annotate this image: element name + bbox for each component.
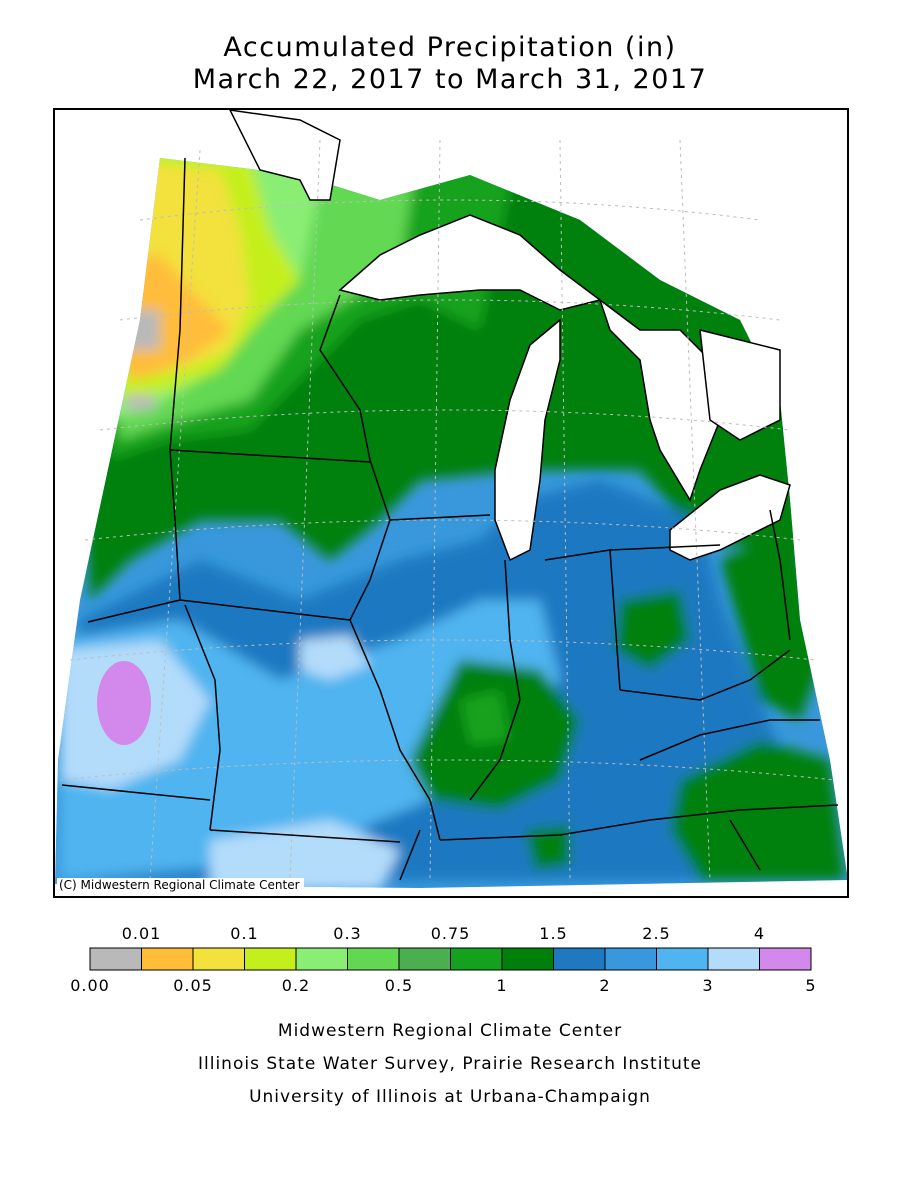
credit-uiuc: University of Illinois at Urbana-Champai… xyxy=(249,1087,651,1107)
color-legend: 0.01 0.1 0.3 0.75 1.5 2.5 4 0.00 0.05 0.2 0.5 1 2 3 5 xyxy=(70,920,820,1000)
legend-top-label: 0.3 xyxy=(333,924,362,943)
grid-lines xyxy=(59,139,836,881)
legend-swatch xyxy=(295,947,348,971)
map-date-range: March 22, 2017 to March 31, 2017 xyxy=(192,64,708,95)
legend-colorbar xyxy=(89,947,812,971)
legend-bottom-label: 0.00 xyxy=(70,976,110,995)
legend-swatch xyxy=(244,947,297,971)
credit-isws: Illinois State Water Survey, Prairie Res… xyxy=(198,1054,702,1074)
legend-swatch xyxy=(656,947,709,971)
legend-bottom-label: 2 xyxy=(599,976,611,995)
great-lakes xyxy=(229,110,791,562)
map-title: Accumulated Precipitation (in) xyxy=(223,32,677,63)
legend-top-label: 1.5 xyxy=(539,924,568,943)
legend-top-label: 0.01 xyxy=(121,924,162,943)
legend-swatch xyxy=(89,947,142,971)
legend-swatch xyxy=(192,947,245,971)
legend-bottom-label: 0.2 xyxy=(281,976,311,995)
precipitation-map xyxy=(55,110,847,888)
legend-top-label: 0.75 xyxy=(430,924,471,943)
legend-swatch xyxy=(501,947,554,971)
legend-swatch xyxy=(759,947,812,971)
legend-swatch xyxy=(450,947,503,971)
legend-swatch xyxy=(553,947,606,971)
legend-bottom-label: 5 xyxy=(805,976,817,995)
legend-swatch xyxy=(347,947,400,971)
legend-top-label: 4 xyxy=(753,924,766,943)
legend-top-label: 0.1 xyxy=(230,924,259,943)
state-borders xyxy=(61,157,839,881)
legend-swatch xyxy=(398,947,451,971)
map-copyright: (C) Midwestern Regional Climate Center xyxy=(57,878,304,894)
legend-bottom-label: 1 xyxy=(496,976,508,995)
legend-bottom-label: 0.05 xyxy=(173,976,213,995)
credit-mrcc: Midwestern Regional Climate Center xyxy=(277,1021,623,1041)
legend-bottom-label: 3 xyxy=(702,976,714,995)
legend-top-label: 2.5 xyxy=(642,924,671,943)
legend-swatch xyxy=(604,947,657,971)
legend-swatch xyxy=(707,947,760,971)
legend-bottom-label: 0.5 xyxy=(384,976,414,995)
legend-swatch xyxy=(141,947,194,971)
map-frame: (C) Midwestern Regional Climate Center xyxy=(53,108,849,898)
